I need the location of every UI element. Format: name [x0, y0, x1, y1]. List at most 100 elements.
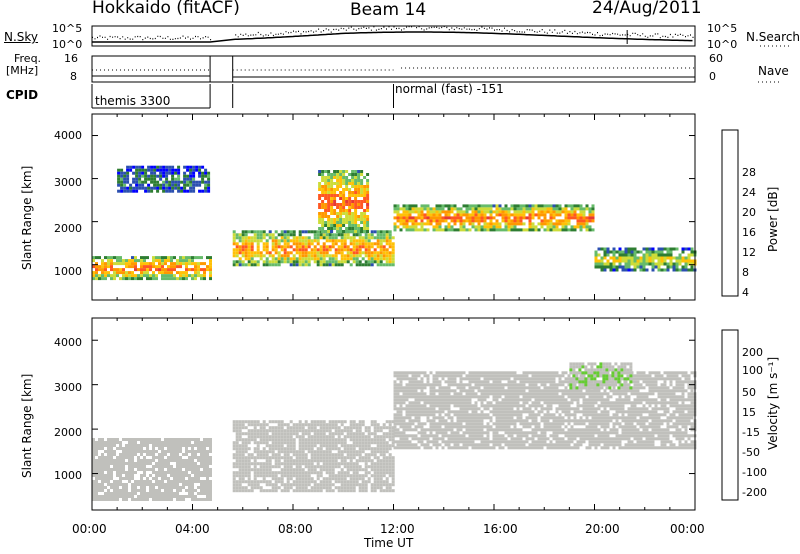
heatmap-cell: [352, 423, 356, 427]
heatmap-cell: [331, 489, 335, 493]
heatmap-cell: [247, 248, 251, 252]
heatmap-cell: [301, 459, 305, 463]
heatmap-cell: [465, 210, 469, 214]
heatmap-cell: [188, 274, 191, 278]
heatmap-cell: [385, 432, 389, 436]
heatmap-cell: [322, 483, 326, 487]
heatmap-cell: [510, 434, 514, 438]
heatmap-cell: [244, 438, 248, 442]
heatmap-cell: [546, 407, 550, 411]
heatmap-cell: [286, 438, 290, 442]
heatmap-cell: [642, 265, 646, 269]
heatmap-cell: [310, 447, 314, 451]
heatmap-cell: [543, 207, 547, 211]
heatmap-cell: [504, 392, 508, 396]
heatmap-cell: [516, 395, 520, 399]
heatmap-cell: [459, 383, 463, 387]
heatmap-cell: [271, 435, 275, 439]
heatmap-cell: [501, 413, 505, 417]
heatmap-cell: [528, 219, 532, 223]
heatmap-cell: [504, 425, 508, 429]
heatmap-cell: [197, 444, 200, 447]
heatmap-cell: [543, 371, 547, 375]
heatmap-cell: [360, 218, 364, 221]
heatmap-cell: [573, 213, 577, 217]
heatmap-cell: [313, 486, 317, 490]
heatmap-cell: [123, 174, 127, 178]
heatmap-cell: [92, 495, 95, 498]
heatmap-cell: [471, 428, 475, 432]
heatmap-cell: [507, 407, 511, 411]
heatmap-cell: [483, 383, 487, 387]
heatmap-cell: [537, 222, 541, 226]
heatmap-cell: [274, 444, 278, 448]
heatmap-cell: [498, 377, 502, 381]
heatmap-cell: [274, 441, 278, 445]
heatmap-cell: [360, 188, 364, 191]
heatmap-cell: [355, 435, 359, 439]
heatmap-cell: [376, 429, 380, 433]
heatmap-cell: [209, 486, 212, 489]
heatmap-cell: [195, 183, 199, 187]
heatmap-cell: [182, 498, 185, 501]
heatmap-cell: [137, 438, 140, 441]
heatmap-cell: [465, 437, 469, 441]
heatmap-cell: [132, 180, 136, 184]
heatmap-cell: [170, 474, 173, 477]
heatmap-cell: [399, 431, 403, 435]
heatmap-cell: [420, 222, 424, 226]
heatmap-cell: [468, 383, 472, 387]
heatmap-cell: [361, 435, 365, 439]
heatmap-cell: [483, 398, 487, 402]
heatmap-cell: [543, 210, 547, 214]
heatmap-cell: [197, 468, 200, 471]
heatmap-cell: [402, 389, 406, 393]
heatmap-cell: [113, 438, 116, 441]
heatmap-cell: [265, 468, 269, 472]
heatmap-cell: [549, 222, 553, 226]
heatmap-cell: [411, 374, 415, 378]
heatmap-cell: [336, 182, 340, 185]
heatmap-cell: [301, 456, 305, 460]
heatmap-cell: [480, 419, 484, 423]
heatmap-cell: [364, 471, 368, 475]
heatmap-cell: [316, 465, 320, 469]
heatmap-cell: [126, 168, 130, 172]
heatmap-cell: [334, 441, 338, 445]
heatmap-cell: [492, 413, 496, 417]
heatmap-cell: [250, 438, 254, 442]
heatmap-cell: [438, 422, 442, 426]
heatmap-cell: [295, 263, 299, 267]
heatmap-cell: [426, 434, 430, 438]
heatmap-cell: [310, 462, 314, 466]
heatmap-cell: [149, 462, 152, 465]
heatmap-cell: [277, 420, 281, 424]
heatmap-cell: [195, 180, 199, 184]
heatmap-cell: [618, 247, 622, 251]
heatmap-cell: [134, 453, 137, 456]
heatmap-cell: [432, 437, 436, 441]
heatmap-cell: [98, 265, 101, 269]
heatmap-cell: [432, 398, 436, 402]
heatmap-cell: [486, 413, 490, 417]
heatmap-cell: [110, 462, 113, 465]
heatmap-cell: [450, 416, 454, 420]
heatmap-cell: [164, 259, 167, 263]
heatmap-cell: [379, 230, 383, 234]
heatmap-cell: [189, 171, 193, 175]
heatmap-cell: [489, 210, 493, 214]
heatmap-cell: [253, 426, 257, 430]
heatmap-cell: [128, 441, 131, 444]
heatmap-cell: [325, 471, 329, 475]
heatmap-cell: [189, 180, 193, 184]
heatmap-cell: [370, 441, 374, 445]
heatmap-cell: [232, 465, 236, 469]
heatmap-cell: [146, 262, 149, 266]
heatmap-cell: [191, 444, 194, 447]
heatmap-cell: [370, 423, 374, 427]
heatmap-cell: [174, 183, 178, 187]
heatmap-cell: [429, 219, 433, 223]
heatmap-cell: [420, 440, 424, 444]
heatmap-cell: [95, 447, 98, 450]
heatmap-cell: [453, 213, 457, 217]
